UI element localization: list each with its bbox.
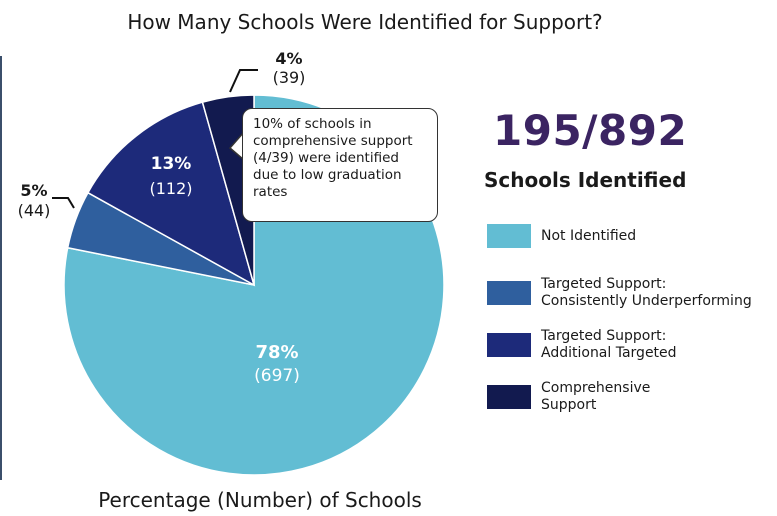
legend-item-not-identified: Not Identified	[487, 224, 777, 248]
pie-slice-targeted-support-additional-targeted	[86, 101, 256, 287]
chart-caption: Percentage (Number) of Schools	[98, 488, 422, 512]
summary-count: 195/892	[493, 106, 688, 155]
legend-swatch	[487, 385, 531, 409]
data-label-count: (39)	[273, 68, 306, 87]
data-label-percent: 5%	[20, 181, 47, 200]
data-label-count: (44)	[18, 201, 51, 220]
leader-line	[229, 69, 258, 93]
left-border-rule	[0, 56, 2, 480]
legend-label: Targeted Support: Consistently Underperfo…	[541, 276, 752, 309]
legend-item-consistently-underperforming: Targeted Support: Consistently Underperfo…	[487, 276, 777, 310]
summary-label: Schools Identified	[484, 168, 687, 192]
data-label-percent: 78%	[255, 342, 298, 363]
data-label-count: (697)	[254, 366, 300, 386]
legend-item-comprehensive-support: Comprehensive Support	[487, 380, 777, 414]
callout-box: 10% of schools in comprehensive support …	[242, 108, 438, 222]
legend-swatch	[487, 224, 531, 248]
legend-label: Targeted Support: Additional Targeted	[541, 328, 677, 361]
legend-label: Not Identified	[541, 227, 637, 244]
chart-title: How Many Schools Were Identified for Sup…	[127, 10, 603, 34]
legend-label: Comprehensive Support	[541, 380, 651, 413]
legend-swatch	[487, 281, 531, 305]
data-label-percent: 13%	[151, 154, 192, 174]
leader-line	[52, 197, 75, 209]
legend-item-additional-targeted: Targeted Support: Additional Targeted	[487, 328, 777, 362]
legend-swatch	[487, 333, 531, 357]
data-label-percent: 4%	[275, 49, 302, 68]
data-label-count: (112)	[149, 179, 192, 198]
